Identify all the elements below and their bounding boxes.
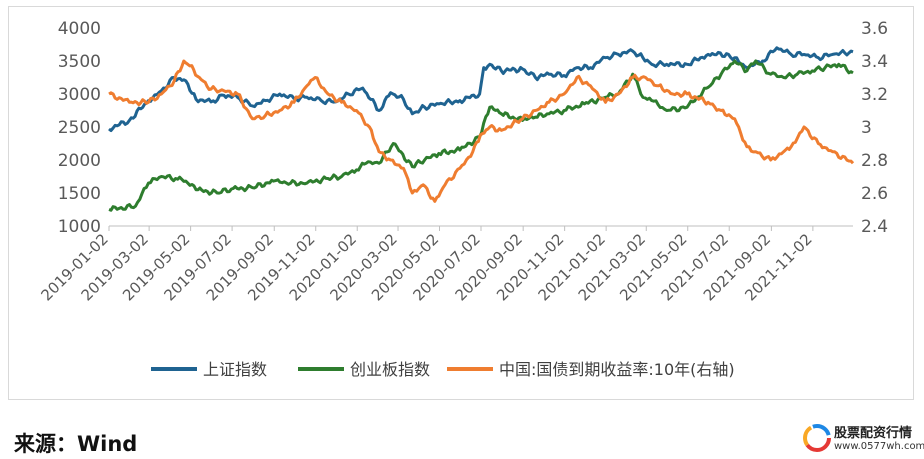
right-tick-label: 2.4 (861, 217, 888, 237)
x-axis: 2019-01-022019-03-022019-05-022019-07-02… (37, 226, 816, 304)
left-tick-label: 1000 (58, 217, 101, 237)
swirl-logo-icon (803, 424, 831, 452)
legend: 上证指数 创业板指数 中国:国债到期收益率:10年(右轴) (151, 360, 735, 379)
watermark-title: 股票配资行情 (834, 426, 913, 441)
right-tick-label: 3.6 (861, 19, 888, 39)
right-tick-label: 2.8 (861, 151, 888, 171)
watermark-url: www.0577wh.com (834, 441, 924, 452)
left-axis: 4000 3500 3000 2500 2000 1500 1000 (58, 19, 101, 237)
right-tick-label: 3.4 (861, 52, 888, 72)
series-line-3 (108, 59, 855, 203)
source-label: 来源：Wind (14, 432, 138, 456)
right-axis: 3.6 3.4 3.2 3 2.8 2.6 2.4 (861, 19, 888, 237)
legend-label: 上证指数 (203, 360, 267, 379)
left-tick-label: 2500 (58, 118, 101, 138)
left-tick-label: 2000 (58, 151, 101, 171)
left-tick-label: 4000 (58, 19, 101, 39)
right-tick-label: 2.6 (861, 184, 888, 204)
chart-frame: 4000 3500 3000 2500 2000 1500 1000 3.6 3.4 3.2 3 2… (8, 6, 914, 400)
plot-lines (108, 46, 855, 212)
watermark-logo: 股票配资行情 www.0577wh.com (800, 420, 924, 456)
right-tick-label: 3 (861, 118, 872, 138)
left-tick-label: 3000 (58, 85, 101, 105)
left-tick-label: 3500 (58, 52, 101, 72)
legend-label: 创业板指数 (350, 360, 430, 379)
line-chart: 4000 3500 3000 2500 2000 1500 1000 3.6 3.4 3.2 3 2… (37, 19, 888, 379)
left-tick-label: 1500 (58, 184, 101, 204)
right-tick-label: 3.2 (861, 85, 888, 105)
series-line-2 (108, 59, 854, 212)
legend-label: 中国:国债到期收益率:10年(右轴) (499, 360, 735, 379)
